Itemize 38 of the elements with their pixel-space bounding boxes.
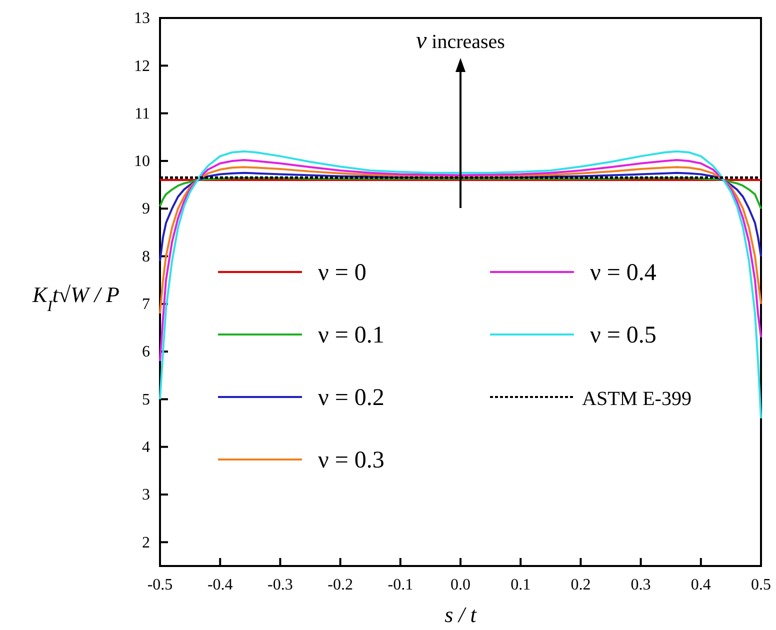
x-tick-label: -0.4 (207, 576, 233, 594)
line-series (159, 166, 762, 314)
y-tick-label: 3 (142, 486, 150, 504)
x-tick-label: -0.1 (388, 576, 414, 594)
legend-label: ν = 0.1 (318, 322, 384, 348)
legend-label: ν = 0.3 (318, 448, 384, 474)
y-tick-label: 7 (142, 296, 150, 314)
line-series (159, 159, 762, 362)
legend-label: ν = 0.5 (590, 322, 656, 348)
y-tick-label: 8 (142, 248, 150, 266)
line-series (159, 172, 762, 262)
line-series (159, 150, 762, 420)
line-series (159, 177, 762, 210)
y-tick-label: 11 (134, 105, 150, 122)
x-tick-label: -0.5 (147, 576, 173, 594)
y-tick-label: 2 (142, 534, 150, 552)
y-tick-label: 13 (134, 10, 150, 28)
y-tick-label: 6 (142, 344, 150, 361)
y-tick-label: 5 (142, 391, 150, 408)
y-tick-label: 10 (134, 153, 150, 170)
x-tick-label: -0.3 (268, 576, 293, 594)
x-tick-label: 0.2 (570, 576, 591, 594)
x-axis-title: s / t (444, 602, 478, 627)
legend-label: ν = 0 (318, 260, 366, 286)
x-tick-label: 0.5 (751, 576, 771, 594)
y-axis-title: K$_{I}$t√W / P (32, 282, 120, 314)
legend-label: ASTM E-399 (582, 388, 692, 410)
y-tick-label: 12 (134, 58, 150, 75)
legend-label: ν = 0.4 (590, 260, 656, 286)
x-tick-label: 0.4 (690, 576, 711, 594)
x-tick-label: 0.3 (630, 576, 651, 594)
x-tick-label: 0.1 (510, 576, 531, 594)
x-tick-label: 0.0 (450, 576, 470, 594)
y-tick-label: 9 (142, 200, 150, 218)
y-tick-label: 4 (142, 438, 150, 456)
annotation: ν increases (416, 28, 506, 54)
legend-label: ν = 0.2 (318, 385, 384, 411)
x-tick-label: -0.2 (328, 576, 353, 594)
